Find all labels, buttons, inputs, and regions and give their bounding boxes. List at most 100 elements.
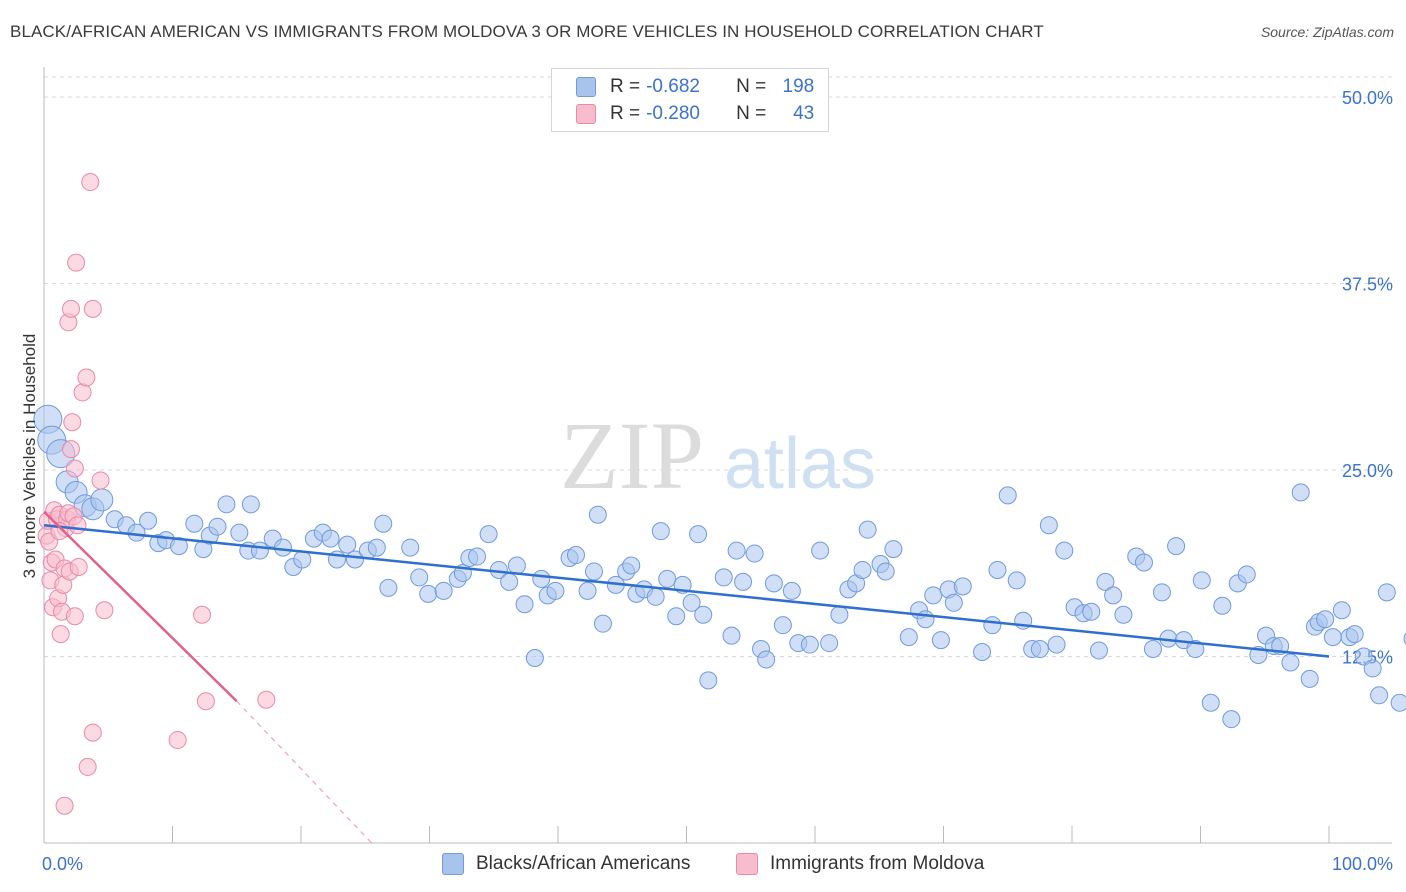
scatter-point <box>293 550 312 569</box>
scatter-point <box>899 628 918 647</box>
scatter-point <box>61 299 80 318</box>
watermark-atlas: atlas <box>724 424 876 504</box>
scatter-point <box>168 731 187 750</box>
scatter-point <box>1143 640 1162 659</box>
scatter-point <box>65 607 84 626</box>
bottom-legend-swatch-blue <box>442 853 464 875</box>
scatter-point <box>525 648 544 667</box>
scatter-point <box>858 520 877 539</box>
legend-n-label: N = <box>736 103 767 124</box>
series-moldova <box>37 173 276 815</box>
legend-r-label: R = <box>610 76 641 97</box>
scatter-point <box>507 556 526 575</box>
scatter-point <box>95 601 114 620</box>
scatter-point <box>1082 602 1101 621</box>
bottom-legend-blacks: Blacks/African Americans <box>442 852 690 876</box>
watermark-zip: ZIP <box>560 402 704 509</box>
scatter-point <box>91 471 110 490</box>
scatter-point <box>714 568 733 587</box>
scatter-point <box>757 650 776 669</box>
scatter-point <box>1377 583 1396 602</box>
scatter-point <box>884 540 903 559</box>
scatter-point <box>973 643 992 662</box>
scatter-point <box>78 757 97 776</box>
y-axis-title: 3 or more Vehicles in Household <box>20 334 39 579</box>
scatter-point <box>820 634 839 653</box>
scatter-point <box>1007 571 1026 590</box>
scatter-point <box>1370 686 1389 705</box>
scatter-point <box>764 574 783 593</box>
scatter-point <box>1089 641 1108 660</box>
scatter-point <box>217 495 236 514</box>
scatter-point <box>988 560 1007 579</box>
scatter-point <box>257 690 276 709</box>
scatter-point <box>81 173 100 192</box>
scatter-point <box>1237 565 1256 584</box>
scatter-point <box>699 671 718 690</box>
scatter-point <box>800 635 819 654</box>
x-tick-label-max: 100.0% <box>1332 854 1393 874</box>
scatter-point <box>658 569 677 588</box>
scatter-point <box>916 610 935 629</box>
scatter-point <box>1354 647 1373 666</box>
scatter-point <box>434 581 453 600</box>
scatter-point <box>1281 653 1300 672</box>
scatter-point <box>1039 516 1058 535</box>
scatter-point <box>853 560 872 579</box>
trend-line-extension <box>236 700 373 844</box>
scatter-point <box>1222 710 1241 729</box>
y-tick-label: 25.0% <box>1342 461 1393 481</box>
scatter-point <box>689 525 708 544</box>
scatter-point <box>61 440 80 459</box>
trend-line <box>43 523 1330 658</box>
grid-layer <box>44 76 1392 657</box>
trend-layer <box>43 510 1330 844</box>
scatter-point <box>139 511 158 530</box>
trend-line <box>43 510 238 703</box>
scatter-point <box>55 796 74 815</box>
scatter-point <box>410 568 429 587</box>
scatter-point <box>646 587 665 606</box>
scatter-point <box>51 625 70 644</box>
points-layer <box>33 173 1406 815</box>
axis-layer: 12.5%25.0%37.5%50.0%0.0%100.0% <box>42 67 1393 874</box>
scatter-point <box>1167 537 1186 556</box>
scatter-point <box>83 723 102 742</box>
scatter-point <box>1300 669 1319 688</box>
correlation-legend: R = -0.682 N = 198 R = -0.280 N = 43 <box>551 68 829 132</box>
scatter-point <box>169 537 188 556</box>
scatter-point <box>1390 693 1406 712</box>
scatter-point <box>622 556 641 575</box>
scatter-point <box>734 572 753 591</box>
scatter-point <box>811 541 830 560</box>
scatter-point <box>374 514 393 533</box>
scatter-point <box>1096 572 1115 591</box>
scatter-point <box>419 584 438 603</box>
scatter-point <box>593 614 612 633</box>
legend-r-value: -0.280 <box>646 103 700 124</box>
scatter-point <box>73 383 92 402</box>
legend-n-label: N = <box>736 76 767 97</box>
scatter-point <box>546 581 565 600</box>
scatter-point <box>1363 659 1382 678</box>
scatter-point <box>876 562 895 581</box>
source-label: Source: ZipAtlas.com <box>1260 24 1394 40</box>
scatter-point <box>651 522 670 541</box>
legend-swatch-pink <box>576 104 596 124</box>
scatter-point <box>250 541 269 560</box>
scatter-point <box>1323 628 1342 647</box>
scatter-point <box>578 581 597 600</box>
scatter-point <box>931 631 950 650</box>
scatter-point <box>1186 640 1205 659</box>
scatter-point <box>379 578 398 597</box>
scatter-point <box>1316 610 1335 629</box>
scatter-point <box>924 586 943 605</box>
scatter-point <box>69 557 88 576</box>
scatter-point <box>745 544 764 563</box>
scatter-point <box>1213 596 1232 615</box>
scatter-point <box>1030 640 1049 659</box>
scatter-point <box>953 577 972 596</box>
bottom-legend-label: Immigrants from Moldova <box>770 853 985 874</box>
scatter-point <box>1201 693 1220 712</box>
